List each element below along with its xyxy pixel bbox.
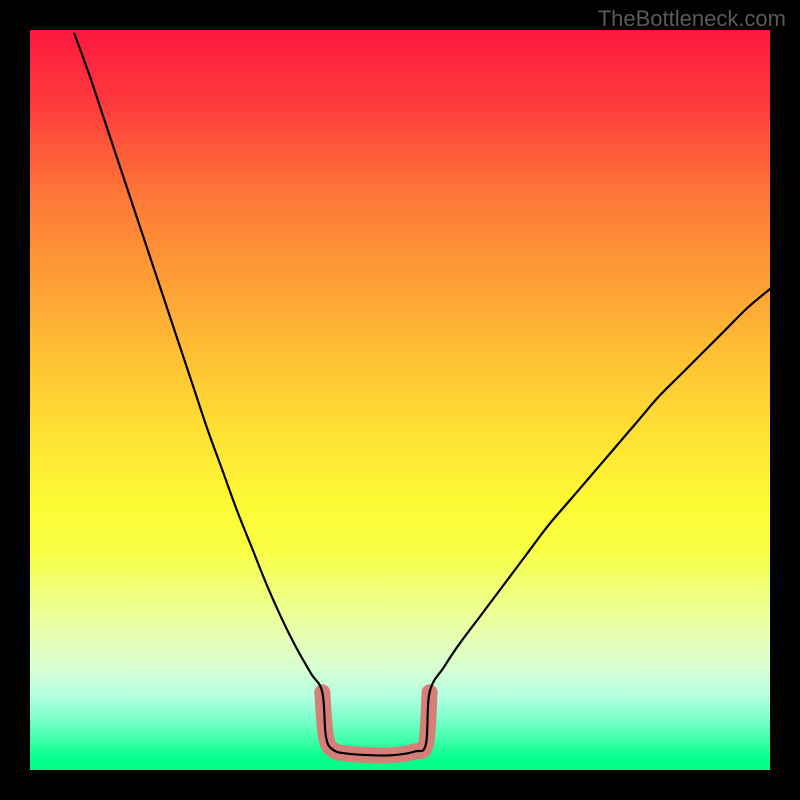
curve-svg xyxy=(30,30,770,770)
highlight-segment xyxy=(322,692,429,755)
watermark-text: TheBottleneck.com xyxy=(598,6,786,32)
plot-area xyxy=(30,30,770,770)
bottleneck-curve xyxy=(74,34,770,756)
